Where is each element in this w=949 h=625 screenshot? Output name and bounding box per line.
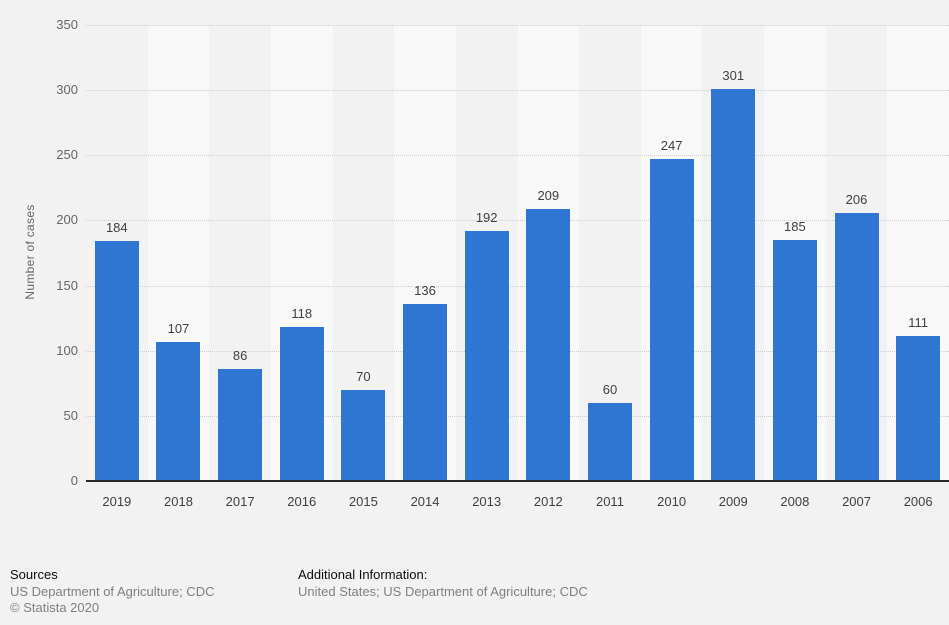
bar-2019 <box>94 241 139 481</box>
bar-value-label: 209 <box>537 188 560 203</box>
bar-2016 <box>279 327 324 481</box>
bar-value-label: 136 <box>414 283 436 298</box>
bar-value-label: 184 <box>105 220 128 235</box>
bar-2011 <box>587 403 632 481</box>
bar-value-label: 185 <box>784 219 806 234</box>
y-tick-label: 300 <box>56 82 78 98</box>
bar-value-label: 70 <box>356 369 371 384</box>
gridline <box>86 220 949 222</box>
x-tick-label: 2010 <box>657 494 687 509</box>
gridline <box>86 155 949 157</box>
bar-2008 <box>772 240 817 481</box>
x-tick-label: 2016 <box>287 494 317 509</box>
x-tick-label: 2015 <box>348 494 378 509</box>
x-tick-label: 2011 <box>595 494 624 509</box>
bar-2018 <box>156 342 201 481</box>
bar-value-label: 86 <box>232 348 248 363</box>
sources-title: Sources <box>10 567 58 582</box>
y-tick-label: 350 <box>56 17 78 32</box>
bar-2013 <box>464 231 509 481</box>
x-axis-line <box>86 480 949 482</box>
bar-value-label: 107 <box>167 321 190 336</box>
x-tick-label: 2008 <box>780 494 810 509</box>
sources-line: US Department of Agriculture; CDC <box>10 584 215 599</box>
y-tick-label: 50 <box>63 407 78 423</box>
gridline <box>86 350 949 352</box>
additional-info-block: Additional Information: United States; U… <box>298 567 588 600</box>
x-tick-label: 2006 <box>903 494 933 509</box>
y-tick-label: 100 <box>56 342 78 358</box>
bar-2010 <box>649 159 694 481</box>
x-tick-label: 2017 <box>225 494 255 509</box>
bar-2012 <box>526 209 571 481</box>
bar-value-label: 192 <box>475 210 498 225</box>
y-tick-label: 150 <box>56 277 78 293</box>
additional-info-title: Additional Information: <box>298 567 428 582</box>
bar-value-label: 206 <box>845 192 868 207</box>
y-tick-label: 250 <box>56 147 78 163</box>
bar-2015 <box>341 390 386 481</box>
additional-info-line: United States; US Department of Agricult… <box>298 584 588 599</box>
x-tick-label: 2009 <box>718 494 748 509</box>
bar-2007 <box>834 213 879 481</box>
gridline <box>86 25 949 26</box>
gridline <box>86 285 949 287</box>
x-tick-label: 2018 <box>164 494 193 509</box>
bar-2014 <box>403 304 448 481</box>
bar-value-label: 118 <box>291 306 313 321</box>
x-tick-label: 2014 <box>410 494 440 509</box>
y-tick-label: 0 <box>70 473 78 488</box>
bar-2009 <box>711 89 756 481</box>
sources-block: Sources US Department of Agriculture; CD… <box>10 567 214 616</box>
bar-2006 <box>896 336 941 481</box>
copyright: © Statista 2020 <box>10 600 100 615</box>
x-tick-label: 2007 <box>842 494 871 509</box>
x-tick-label: 2013 <box>472 494 502 509</box>
gridline <box>86 415 949 417</box>
y-tick-label: 200 <box>56 212 78 228</box>
x-tick-label: 2012 <box>533 494 563 509</box>
bar-value-label: 247 <box>660 138 683 153</box>
gridline <box>86 90 949 92</box>
x-tick-label: 2019 <box>102 494 132 509</box>
bar-value-label: 301 <box>722 68 745 83</box>
bar-2017 <box>218 369 263 481</box>
bar-value-label: 111 <box>908 315 929 330</box>
bar-value-label: 60 <box>602 382 618 397</box>
